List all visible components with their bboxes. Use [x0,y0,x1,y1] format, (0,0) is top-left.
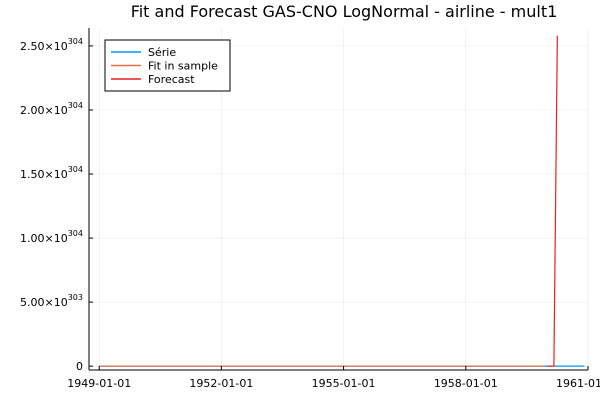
x-tick-label-3: 1958-01-01 [434,377,498,390]
y-tick-label-2: 1.00×10304 [20,229,83,245]
series-line-2 [547,35,558,367]
y-tick-label-3: 1.50×10304 [20,165,83,181]
legend-label-0: Série [148,46,176,59]
x-tick-label-2: 1955-01-01 [312,377,376,390]
axes-layer [88,28,588,371]
chart-title: Fit and Forecast GAS-CNO LogNormal - air… [131,2,558,21]
y-tick-label-0: 0 [76,360,83,373]
x-tick-label-4: 1961-01-01 [556,377,600,390]
legend-label-1: Fit in sample [148,60,218,73]
series-layer [99,35,585,367]
legend-label-2: Forecast [148,73,195,86]
ticks-layer: 1949-01-01 1952-01-01 1955-01-01 1958-01-01… [20,37,600,390]
x-tick-label-0: 1949-01-01 [67,377,131,390]
y-tick-label-5: 2.50×10304 [20,37,83,53]
y-tick-label-1: 5.00×10303 [20,293,83,309]
x-tick-label-1: 1952-01-01 [189,377,253,390]
y-tick-label-4: 2.00×10304 [20,101,83,117]
